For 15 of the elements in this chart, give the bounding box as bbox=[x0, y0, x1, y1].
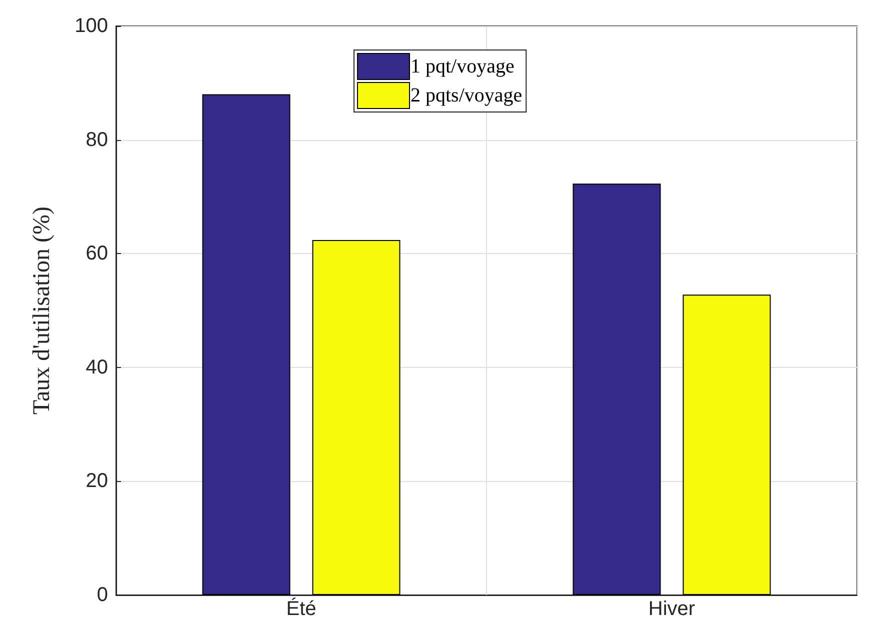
y-tick-label: 80 bbox=[86, 128, 108, 151]
y-tick-label: 40 bbox=[86, 356, 108, 378]
bar bbox=[572, 184, 661, 595]
legend-label: 1 pqt/voyage bbox=[410, 56, 514, 78]
bar bbox=[202, 94, 290, 595]
y-tick-label: 20 bbox=[86, 470, 108, 492]
y-tick-label: 60 bbox=[86, 242, 108, 265]
bar bbox=[682, 294, 771, 595]
y-axis-title: Taux d'utilisation (%) bbox=[29, 206, 55, 414]
x-tick-label: Hiver bbox=[648, 598, 696, 620]
x-tick-label: Été bbox=[286, 597, 316, 620]
bar bbox=[312, 240, 400, 595]
y-tick-label: 0 bbox=[96, 584, 108, 606]
legend-label: 2 pqts/voyage bbox=[410, 84, 522, 106]
y-tick-label: 100 bbox=[74, 15, 108, 37]
